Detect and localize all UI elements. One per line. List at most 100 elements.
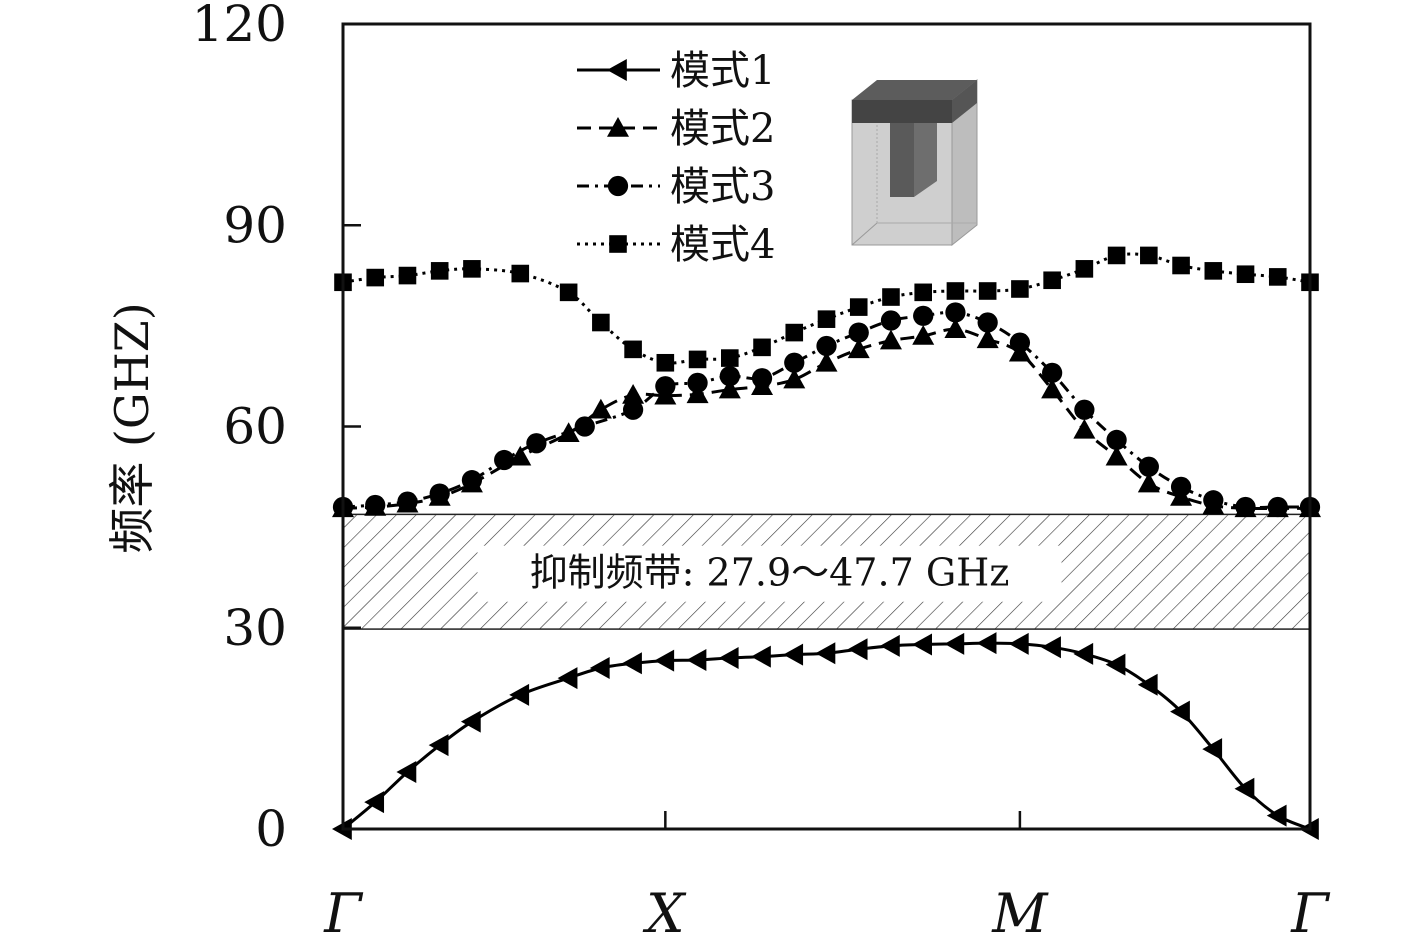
data-point (1138, 456, 1159, 477)
series-4 (334, 246, 1319, 372)
data-point (913, 305, 934, 326)
data-point (912, 633, 932, 656)
data-point (1140, 246, 1158, 265)
data-point (1105, 653, 1126, 676)
data-point (817, 310, 836, 328)
y-tick-label: 60 (223, 398, 287, 456)
data-point (1073, 418, 1096, 439)
data-point (574, 416, 595, 437)
data-point (688, 350, 707, 369)
plot-frame (341, 22, 1312, 831)
data-point (557, 667, 578, 690)
stopband-label-background (477, 545, 1062, 602)
data-point (366, 268, 385, 287)
data-point (428, 734, 449, 757)
legend-label: 模式2 (670, 106, 775, 152)
data-point (1073, 642, 1094, 665)
data-point (686, 383, 709, 404)
data-point (719, 366, 740, 387)
legend-marker (609, 235, 627, 253)
data-point (686, 648, 707, 671)
data-point (785, 323, 804, 342)
stopband-region: 抑制频带: 27.9～47.7 GHz (342, 513, 1311, 630)
data-point (914, 283, 932, 302)
data-point (1172, 256, 1190, 275)
data-point (1203, 490, 1224, 511)
data-point (557, 422, 580, 443)
data-point (1043, 271, 1061, 290)
series-3 (332, 302, 1321, 518)
data-point (461, 470, 483, 491)
series-line (342, 641, 1311, 831)
y-tick-label: 90 (223, 196, 287, 254)
legend: 模式1 模式2 模式3 模式4 (577, 48, 775, 268)
data-point (1234, 777, 1255, 800)
data-point (849, 298, 868, 316)
data-point (509, 683, 530, 706)
data-point (1236, 265, 1255, 284)
y-tick-label: 30 (223, 599, 287, 657)
data-point (622, 399, 644, 420)
data-point (1074, 399, 1095, 420)
data-point (460, 710, 481, 733)
data-point (912, 324, 935, 345)
data-point (783, 643, 804, 666)
data-point (815, 642, 836, 665)
data-point (589, 398, 612, 419)
data-point (718, 378, 741, 399)
legend-label: 模式3 (670, 164, 775, 210)
data-point (1268, 268, 1287, 286)
data-point (687, 372, 708, 394)
data-point (622, 383, 645, 404)
data-point (882, 288, 900, 306)
data-point (656, 353, 675, 372)
data-point (1202, 738, 1223, 761)
data-point (1042, 362, 1063, 383)
data-point (1267, 496, 1288, 518)
data-point (365, 494, 386, 516)
data-point (1008, 632, 1029, 655)
data-point (622, 652, 642, 675)
data-point (429, 483, 450, 504)
data-point (847, 338, 870, 359)
data-point (978, 282, 997, 300)
data-point (1170, 700, 1190, 723)
data-point (526, 433, 547, 454)
data-point (430, 262, 449, 280)
data-point (816, 335, 837, 357)
data-point (1009, 332, 1031, 353)
legend-item: 模式3 (577, 164, 775, 210)
data-point (784, 352, 805, 373)
legend-marker (607, 175, 629, 197)
x-tick-label: M (991, 882, 1049, 940)
y-tick-label: 0 (255, 800, 287, 858)
data-point (589, 657, 610, 679)
data-point (976, 328, 999, 349)
data-point (509, 445, 532, 466)
data-point (396, 760, 417, 783)
data-point (946, 282, 965, 300)
data-point (1075, 260, 1094, 278)
data-point (654, 649, 675, 672)
data-point (1105, 445, 1128, 466)
series-layer (332, 246, 1321, 840)
legend-item: 模式4 (577, 222, 775, 268)
data-point (880, 310, 902, 331)
data-point (751, 368, 773, 389)
data-point (879, 329, 902, 350)
data-point (624, 340, 642, 359)
data-point (1041, 636, 1061, 659)
data-point (944, 632, 965, 655)
unit-cell-icon (851, 78, 978, 247)
data-point (1011, 280, 1029, 298)
data-point (718, 646, 739, 669)
data-point (847, 638, 868, 661)
data-point (494, 449, 515, 471)
y-axis-title: 频率 (GHZ) (105, 302, 159, 553)
data-point (976, 632, 997, 655)
data-point (397, 491, 418, 512)
data-point (815, 351, 838, 372)
data-point (511, 264, 530, 283)
y-axis: 0 30 60 90 120 (192, 0, 361, 858)
